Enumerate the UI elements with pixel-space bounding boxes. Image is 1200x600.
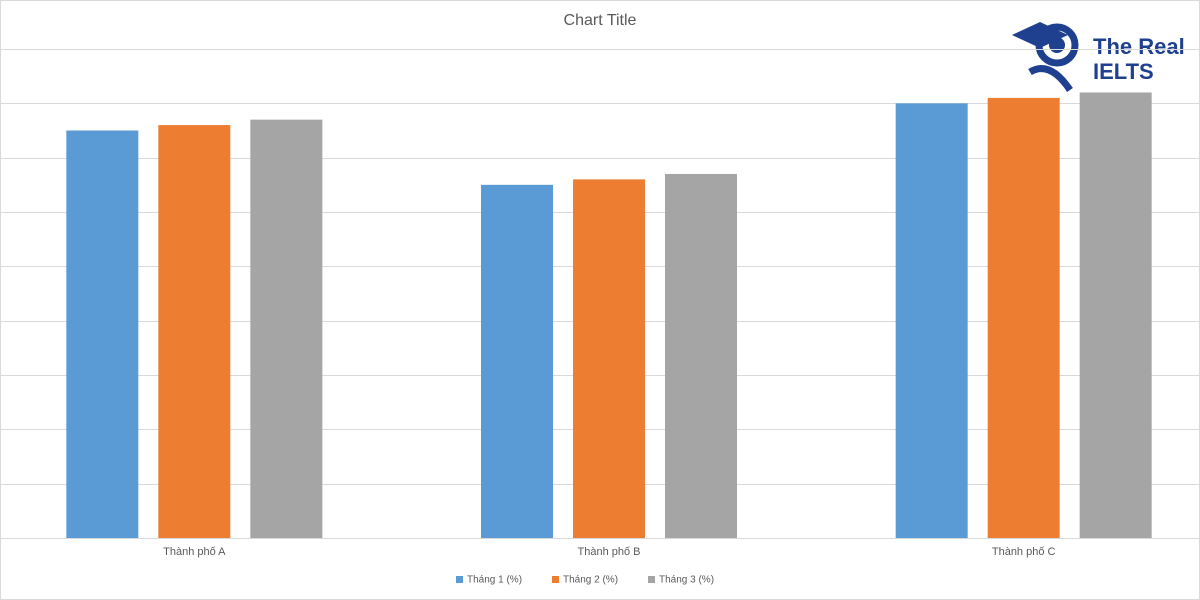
legend-swatch [552,576,559,583]
logo: The Real IELTS [1012,22,1185,93]
bar [481,184,553,539]
logo-text: The Real [1093,34,1185,59]
legend-label: Tháng 3 (%) [659,575,714,586]
chart-title: Chart Title [564,12,637,29]
bar [987,97,1060,539]
logo-cap [1012,22,1068,48]
logo-text: IELTS [1093,59,1154,84]
bar [665,173,737,538]
legend-label: Tháng 2 (%) [563,575,618,586]
x-tick-label: Thành phố C [992,546,1056,558]
logo-arc [1028,65,1073,93]
bar [1079,92,1152,538]
x-tick-label: Thành phố A [163,546,226,558]
bar [66,130,139,538]
legend-swatch [456,576,463,583]
bar [158,125,231,539]
legend-swatch [648,576,655,583]
legend-label: Tháng 1 (%) [467,575,522,586]
bar [250,119,323,538]
bar [895,103,968,538]
x-tick-label: Thành phố B [578,546,641,558]
bar [573,179,645,538]
